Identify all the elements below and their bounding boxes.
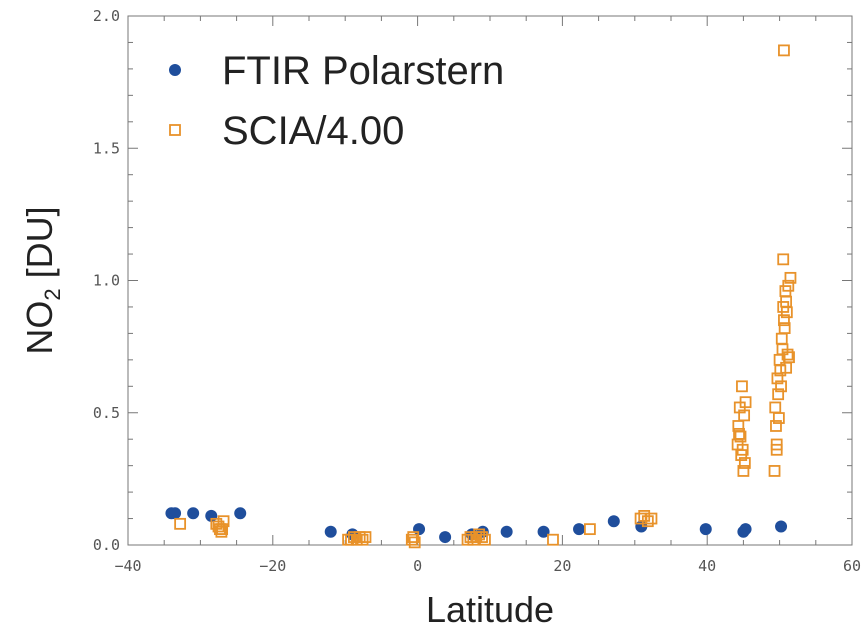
- scia-data-point: [547, 533, 559, 546]
- ftir-data-point: [324, 525, 337, 538]
- scia-data-point: [342, 533, 354, 546]
- scia-data-point: [779, 285, 792, 297]
- scia-data-point: [738, 457, 751, 469]
- scia-data-point: [216, 523, 229, 536]
- legend-label-scia: SCIA/4.00: [222, 109, 404, 153]
- scia-data-point: [770, 420, 782, 432]
- scia-data-point: [739, 396, 752, 409]
- scia-data-point: [479, 533, 491, 546]
- scia-data-point: [777, 253, 790, 266]
- scia-data-point: [768, 465, 781, 477]
- ftir-data-point: [739, 523, 752, 536]
- scia-data-point: [174, 517, 187, 530]
- x-tick-label: −40: [114, 557, 141, 575]
- scia-data-point: [736, 380, 748, 393]
- ftir-data-point: [169, 507, 182, 520]
- scia-data-point: [778, 44, 790, 57]
- x-tick-label: 40: [698, 557, 716, 575]
- x-tick-label: 20: [553, 557, 571, 575]
- y-axis-title-unit: [DU]: [19, 206, 60, 288]
- scia-data-point: [780, 361, 793, 374]
- scia-data-point: [737, 465, 750, 477]
- ftir-data-point: [234, 507, 247, 520]
- scia-data-point: [778, 322, 791, 335]
- scia-data-point: [408, 536, 421, 549]
- legend-marker-ftir: [169, 64, 181, 76]
- y-axis-title-subscript: 2: [40, 288, 65, 300]
- y-tick-label: 1.5: [93, 139, 120, 157]
- scia-data-point: [777, 301, 790, 313]
- scia-data-point: [645, 512, 658, 525]
- scia-data-point: [769, 401, 782, 414]
- x-tick-label: 0: [413, 557, 422, 575]
- scia-data-point: [476, 531, 488, 543]
- scia-data-point: [781, 348, 794, 361]
- y-tick-label: 0.0: [93, 536, 120, 554]
- scia-data-point: [405, 533, 418, 546]
- ftir-data-point: [775, 520, 788, 533]
- x-tick-label: 60: [843, 557, 861, 575]
- y-tick-label: 1.0: [93, 272, 120, 290]
- scia-data-point: [784, 271, 797, 284]
- scia-data-point: [770, 443, 783, 456]
- scia-data-point: [775, 380, 787, 393]
- scia-data-point: [359, 531, 372, 543]
- scia-data-point: [641, 515, 654, 528]
- ftir-data-point: [187, 507, 200, 520]
- scia-data-point: [584, 523, 596, 536]
- scia-data-point: [217, 515, 230, 528]
- legend-marker-scia: [169, 124, 181, 136]
- x-tick-label: −20: [259, 557, 286, 575]
- scia-data-point: [734, 430, 747, 443]
- y-axis-title-main: NO: [19, 301, 60, 355]
- ftir-data-point: [500, 525, 513, 538]
- y-tick-label: 0.5: [93, 404, 120, 422]
- ftir-data-point: [573, 523, 586, 536]
- scia-data-point: [771, 372, 784, 385]
- scia-data-point: [735, 449, 748, 461]
- ftir-data-point: [537, 525, 550, 538]
- ftir-data-point: [699, 523, 712, 536]
- scia-data-point: [738, 409, 751, 422]
- y-axis-title: NO2 [DU]: [19, 206, 65, 354]
- scia-data-point: [356, 533, 369, 546]
- legend-label-ftir: FTIR Polarstern: [222, 49, 504, 93]
- scia-data-point: [772, 412, 785, 424]
- ftir-data-point: [439, 531, 452, 544]
- scia-data-point: [778, 314, 790, 327]
- scia-data-point: [733, 428, 745, 440]
- scia-data-point: [775, 332, 788, 345]
- y-tick-label: 2.0: [93, 7, 120, 25]
- ftir-data-point: [607, 515, 620, 528]
- scia-data-point: [772, 388, 785, 401]
- x-axis-title: Latitude: [426, 589, 554, 630]
